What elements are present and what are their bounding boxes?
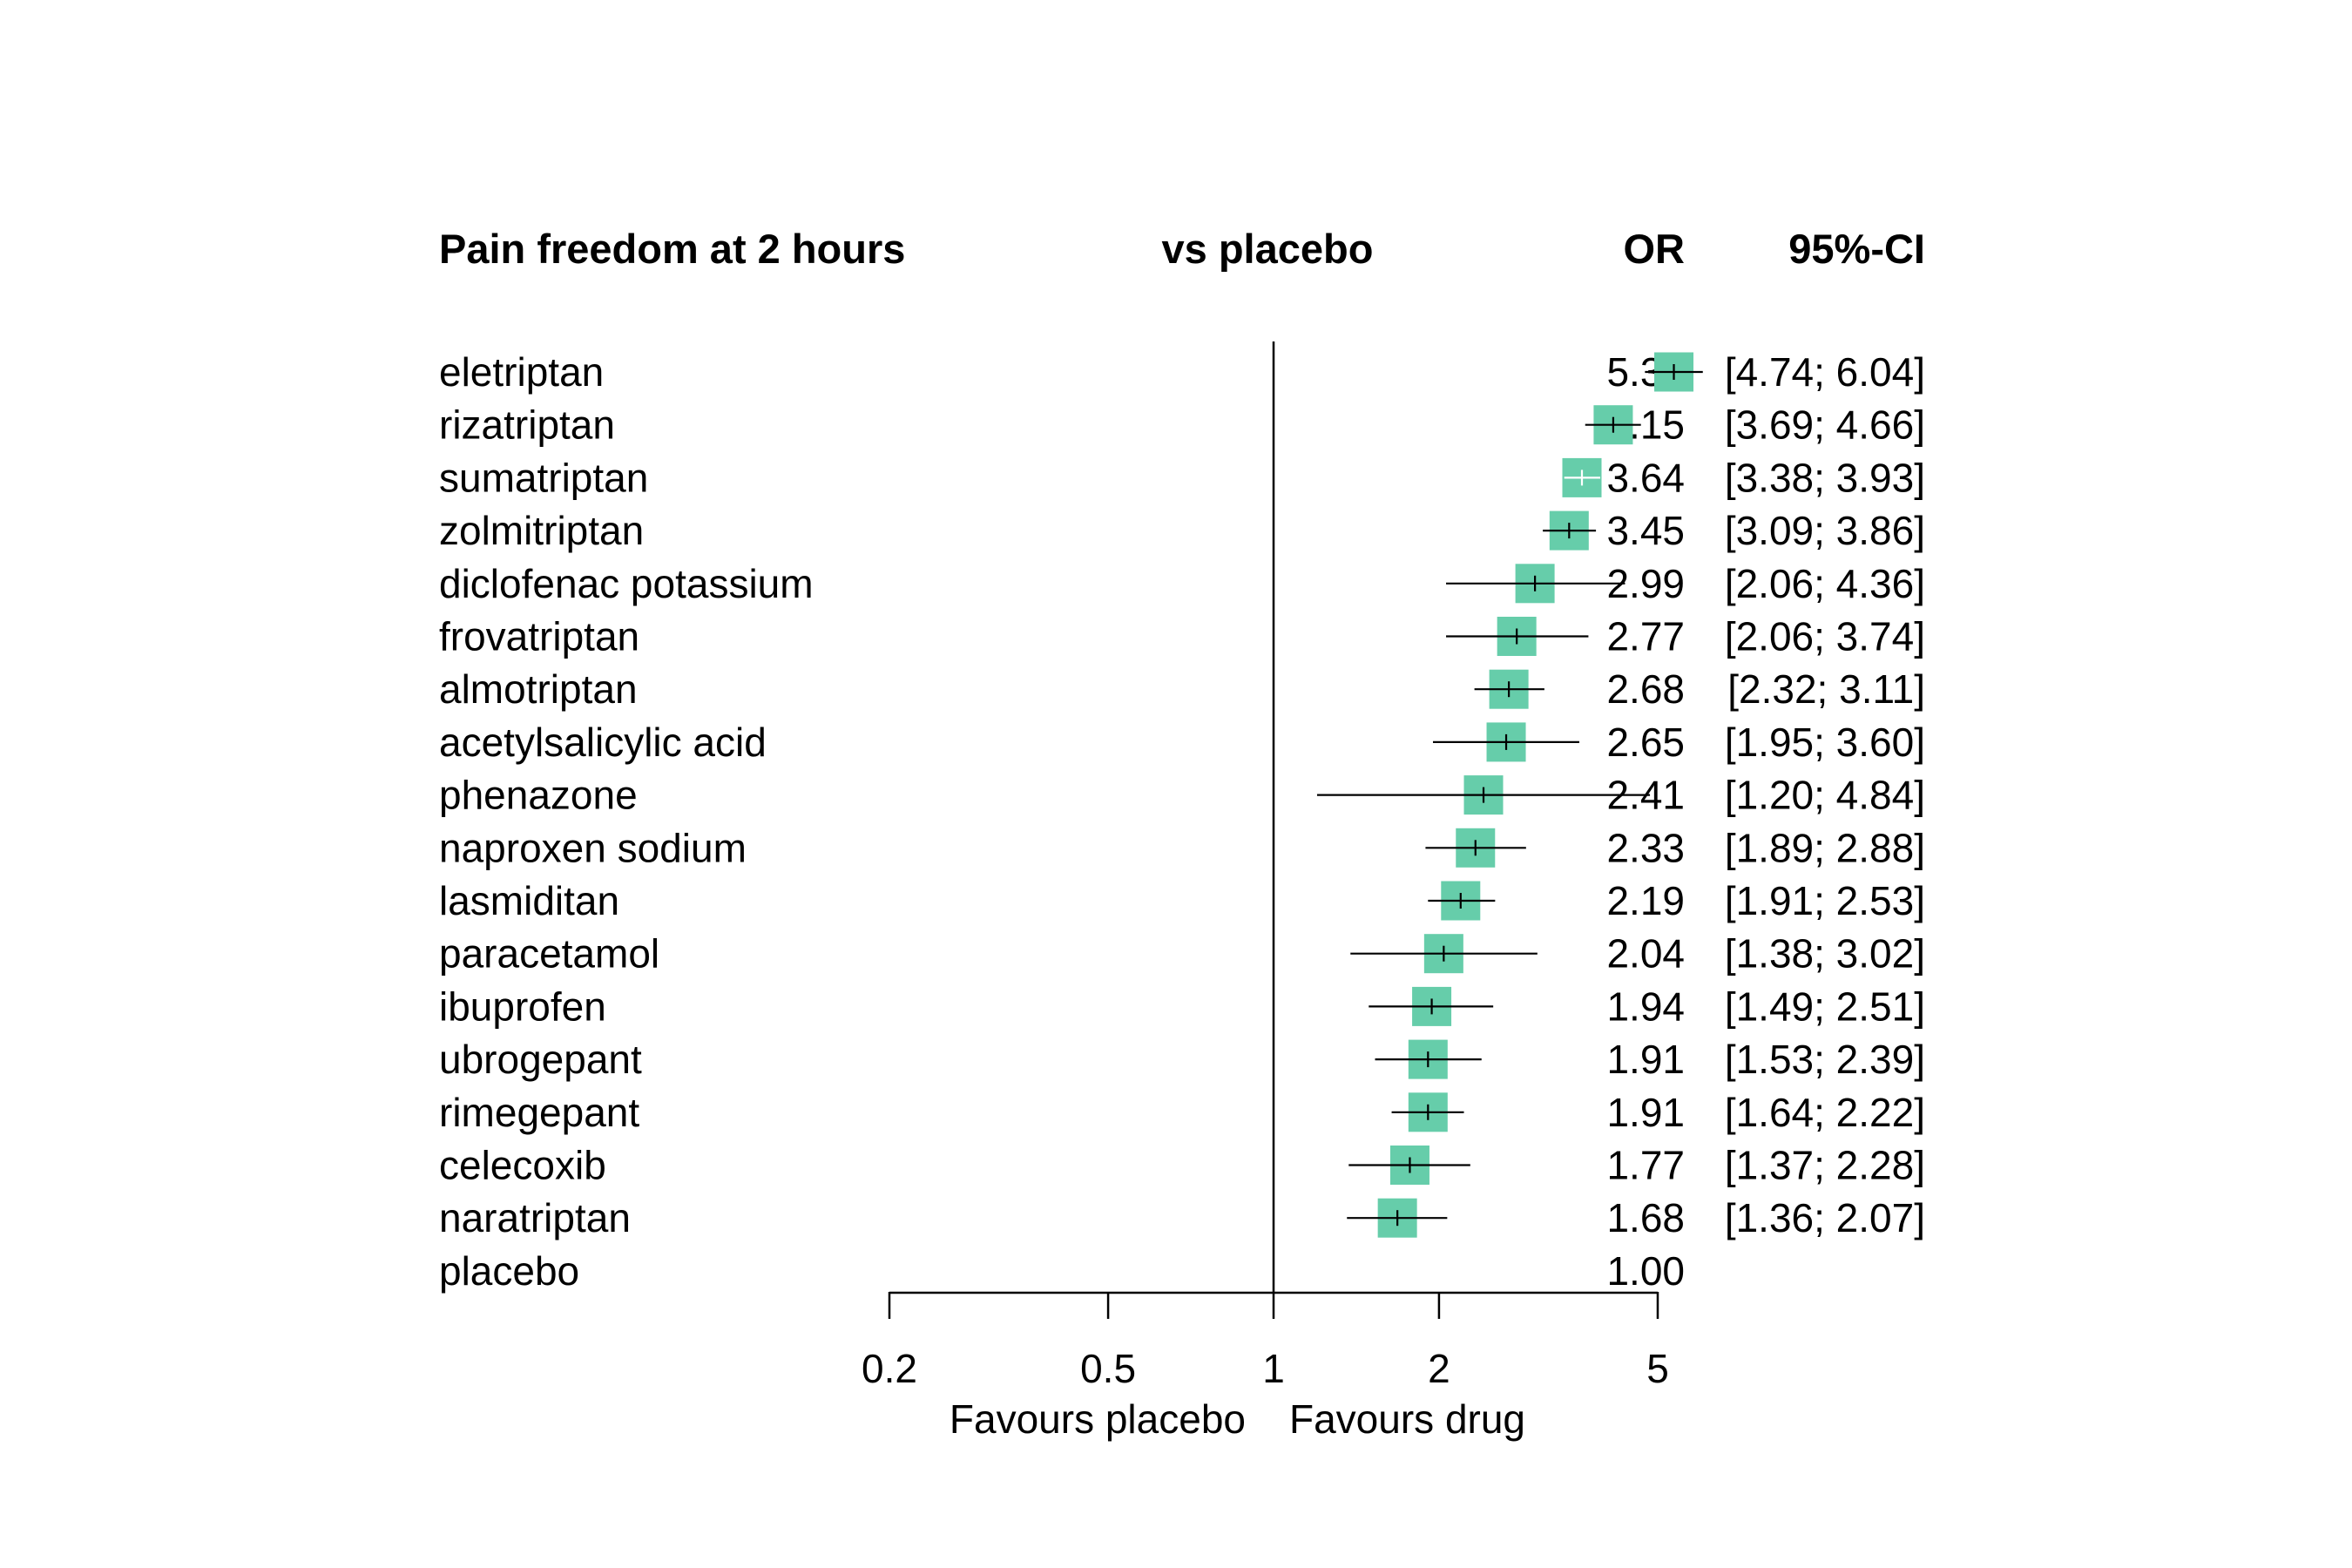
or-value: 1.91 (1606, 1037, 1685, 1082)
table-row: paracetamol 2.04 [1.38; 3.02] (439, 931, 1925, 977)
treatment-label: rizatriptan (439, 402, 615, 448)
treatment-label: naratriptan (439, 1195, 631, 1240)
table-row: lasmiditan 2.19 [1.91; 2.53] (439, 878, 1925, 923)
table-row: zolmitriptan 3.45 [3.09; 3.86] (439, 508, 1925, 553)
ci-value: [1.91; 2.53] (1725, 878, 1925, 923)
treatment-label: lasmiditan (439, 878, 619, 923)
table-row: celecoxib 1.77 [1.37; 2.28] (439, 1143, 1925, 1188)
table-row: frovatriptan 2.77 [2.06; 3.74] (439, 614, 1925, 659)
header-ci: 95%-CI (1788, 226, 1925, 272)
ci-value: [2.06; 3.74] (1725, 614, 1925, 659)
header-row: Pain freedom at 2 hours vs placebo OR 95… (439, 226, 1925, 272)
ci-value: [1.49; 2.51] (1725, 983, 1925, 1029)
treatment-label: ibuprofen (439, 983, 606, 1029)
header-comparison: vs placebo (1162, 226, 1374, 272)
treatment-label: rimegepant (439, 1090, 639, 1135)
ci-value: [1.36; 2.07] (1725, 1195, 1925, 1240)
axis-tick-label: 1 (1262, 1346, 1285, 1391)
or-value: 1.68 (1606, 1195, 1685, 1240)
table-row: almotriptan 2.68 [2.32; 3.11] (439, 666, 1925, 712)
rows-layer: eletriptan 5.35 [4.74; 6.04] rizatriptan 4.1… (439, 349, 1925, 1294)
treatment-label: frovatriptan (439, 614, 639, 659)
treatment-label: ubrogepant (439, 1037, 642, 1082)
ci-value: [1.64; 2.22] (1725, 1090, 1925, 1135)
or-value: 2.33 (1606, 825, 1685, 870)
header-or: OR (1624, 226, 1686, 272)
axis-tick-label: 2 (1428, 1346, 1450, 1391)
or-value: 2.68 (1606, 666, 1685, 712)
or-value: 1.77 (1606, 1143, 1685, 1188)
treatment-label: paracetamol (439, 931, 659, 977)
axis-tick-label: 0.2 (862, 1346, 917, 1391)
ci-value: [1.89; 2.88] (1725, 825, 1925, 870)
ci-value: [3.38; 3.93] (1725, 455, 1925, 500)
treatment-label: celecoxib (439, 1143, 606, 1188)
or-value: 1.94 (1606, 983, 1685, 1029)
or-value: 2.65 (1606, 720, 1685, 765)
or-value: 2.19 (1606, 878, 1685, 923)
ci-value: [2.06; 4.36] (1725, 561, 1925, 606)
table-row: rizatriptan 4.15 [3.69; 4.66] (439, 402, 1925, 448)
ci-value: [1.95; 3.60] (1725, 720, 1925, 765)
or-value: 3.45 (1606, 508, 1685, 553)
treatment-label: zolmitriptan (439, 508, 644, 553)
treatment-label: placebo (439, 1248, 579, 1294)
ci-value: [2.32; 3.11] (1727, 666, 1925, 712)
table-row: rimegepant 1.91 [1.64; 2.22] (439, 1090, 1925, 1135)
or-value: 3.64 (1606, 455, 1685, 500)
ci-value: [4.74; 6.04] (1725, 349, 1925, 395)
treatment-label: phenazone (439, 773, 638, 818)
table-row: naproxen sodium 2.33 [1.89; 2.88] (439, 825, 1925, 870)
treatment-label: sumatriptan (439, 455, 648, 500)
favours-drug-label: Favours drug (1289, 1396, 1525, 1442)
x-axis: 0.2 0.5 1 2 5 (862, 1291, 1669, 1391)
or-value: 1.00 (1606, 1248, 1685, 1294)
table-row: phenazone 2.41 [1.20; 4.84] (439, 773, 1925, 818)
table-row: eletriptan 5.35 [4.74; 6.04] (439, 349, 1925, 395)
treatment-label: almotriptan (439, 666, 638, 712)
table-row: sumatriptan 3.64 [3.38; 3.93] (439, 455, 1925, 500)
treatment-label: naproxen sodium (439, 825, 747, 870)
favours-placebo-label: Favours placebo (950, 1396, 1246, 1442)
table-row: acetylsalicylic acid 2.65 [1.95; 3.60] (439, 720, 1925, 765)
ci-value: [1.37; 2.28] (1725, 1143, 1925, 1188)
axis-tick-label: 5 (1646, 1346, 1669, 1391)
ci-value: [1.53; 2.39] (1725, 1037, 1925, 1082)
or-value: 1.91 (1606, 1090, 1685, 1135)
axis-tick-label: 0.5 (1080, 1346, 1136, 1391)
treatment-label: diclofenac potassium (439, 561, 814, 606)
ci-value: [3.09; 3.86] (1725, 508, 1925, 553)
table-row: diclofenac potassium 2.99 [2.06; 4.36] (439, 561, 1925, 606)
header-treatment: Pain freedom at 2 hours (439, 226, 905, 272)
table-row: ibuprofen 1.94 [1.49; 2.51] (439, 983, 1925, 1029)
treatment-label: acetylsalicylic acid (439, 720, 767, 765)
table-row: placebo 1.00 (439, 1248, 1685, 1294)
table-row: ubrogepant 1.91 [1.53; 2.39] (439, 1037, 1925, 1082)
or-value: 2.04 (1606, 931, 1685, 977)
or-value: 2.77 (1606, 614, 1685, 659)
table-row: naratriptan 1.68 [1.36; 2.07] (439, 1195, 1925, 1240)
ci-value: [1.38; 3.02] (1725, 931, 1925, 977)
treatment-label: eletriptan (439, 349, 604, 395)
ci-value: [1.20; 4.84] (1725, 773, 1925, 818)
ci-value: [3.69; 4.66] (1725, 402, 1925, 448)
